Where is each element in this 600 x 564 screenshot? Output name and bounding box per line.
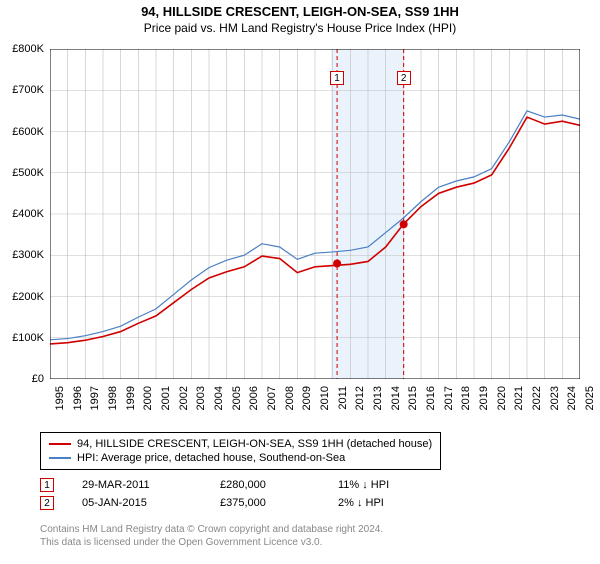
x-tick-label: 2017 (443, 386, 455, 410)
x-tick-label: 2012 (354, 386, 366, 410)
x-tick-label: 2007 (266, 386, 278, 410)
x-tick-label: 2009 (301, 386, 313, 410)
y-axis-labels: £0£100K£200K£300K£400K£500K£600K£700K£80… (0, 49, 48, 379)
x-tick-label: 2021 (513, 386, 525, 410)
x-tick-label: 2025 (584, 386, 596, 410)
y-tick-label: £0 (32, 373, 44, 385)
x-tick-label: 1999 (125, 386, 137, 410)
event-price: £280,000 (220, 479, 310, 491)
event-delta: 2% ↓ HPI (338, 497, 384, 509)
chart-subtitle: Price paid vs. HM Land Registry's House … (0, 21, 600, 35)
footnote-line1: Contains HM Land Registry data © Crown c… (40, 524, 383, 537)
x-tick-label: 2008 (284, 386, 296, 410)
x-tick-label: 2024 (566, 386, 578, 410)
chart-title: 94, HILLSIDE CRESCENT, LEIGH-ON-SEA, SS9… (0, 4, 600, 19)
x-tick-label: 2019 (478, 386, 490, 410)
event-index-box: 2 (40, 496, 54, 510)
x-tick-label: 2005 (231, 386, 243, 410)
chart-svg (50, 49, 580, 379)
y-tick-label: £600K (12, 126, 44, 138)
x-tick-label: 2016 (425, 386, 437, 410)
event-price: £375,000 (220, 497, 310, 509)
event-delta: 11% ↓ HPI (338, 479, 389, 491)
x-tick-label: 1998 (107, 386, 119, 410)
x-tick-label: 2023 (549, 386, 561, 410)
y-tick-label: £100K (12, 332, 44, 344)
events-table: 1 29-MAR-2011 £280,000 11% ↓ HPI 2 05-JAN-201… (40, 476, 389, 512)
x-tick-label: 2002 (178, 386, 190, 410)
x-tick-label: 2004 (213, 386, 225, 410)
x-tick-label: 2006 (248, 386, 260, 410)
footnote: Contains HM Land Registry data © Crown c… (40, 524, 383, 549)
x-tick-label: 2015 (407, 386, 419, 410)
y-tick-label: £700K (12, 84, 44, 96)
y-tick-label: £800K (12, 43, 44, 55)
legend-item: HPI: Average price, detached house, Sout… (49, 451, 432, 465)
x-tick-label: 2022 (531, 386, 543, 410)
x-tick-label: 2001 (160, 386, 172, 410)
y-tick-label: £500K (12, 167, 44, 179)
x-tick-label: 2020 (496, 386, 508, 410)
event-date: 05-JAN-2015 (82, 497, 192, 509)
legend-label: 94, HILLSIDE CRESCENT, LEIGH-ON-SEA, SS9… (77, 438, 432, 450)
y-tick-label: £400K (12, 208, 44, 220)
x-tick-label: 2010 (319, 386, 331, 410)
event-row: 1 29-MAR-2011 £280,000 11% ↓ HPI (40, 476, 389, 494)
y-tick-label: £200K (12, 291, 44, 303)
x-tick-label: 2018 (460, 386, 472, 410)
footnote-line2: This data is licensed under the Open Gov… (40, 537, 383, 550)
event-date: 29-MAR-2011 (82, 479, 192, 491)
x-tick-label: 2011 (337, 386, 349, 410)
x-tick-label: 1997 (89, 386, 101, 410)
event-marker-2: 2 (397, 71, 411, 85)
chart-container: 94, HILLSIDE CRESCENT, LEIGH-ON-SEA, SS9… (0, 4, 600, 564)
y-tick-label: £300K (12, 249, 44, 261)
event-marker-1: 1 (330, 71, 344, 85)
chart-plot-area (50, 49, 580, 379)
x-tick-label: 1996 (72, 386, 84, 410)
x-tick-label: 2014 (390, 386, 402, 410)
legend-item: 94, HILLSIDE CRESCENT, LEIGH-ON-SEA, SS9… (49, 437, 432, 451)
event-index-box: 1 (40, 478, 54, 492)
x-tick-label: 2013 (372, 386, 384, 410)
legend: 94, HILLSIDE CRESCENT, LEIGH-ON-SEA, SS9… (40, 432, 441, 470)
x-tick-label: 1995 (54, 386, 66, 410)
event-row: 2 05-JAN-2015 £375,000 2% ↓ HPI (40, 494, 389, 512)
x-tick-label: 2003 (195, 386, 207, 410)
legend-swatch (49, 443, 71, 445)
legend-swatch (49, 457, 71, 459)
x-tick-label: 2000 (142, 386, 154, 410)
legend-label: HPI: Average price, detached house, Sout… (77, 452, 345, 464)
